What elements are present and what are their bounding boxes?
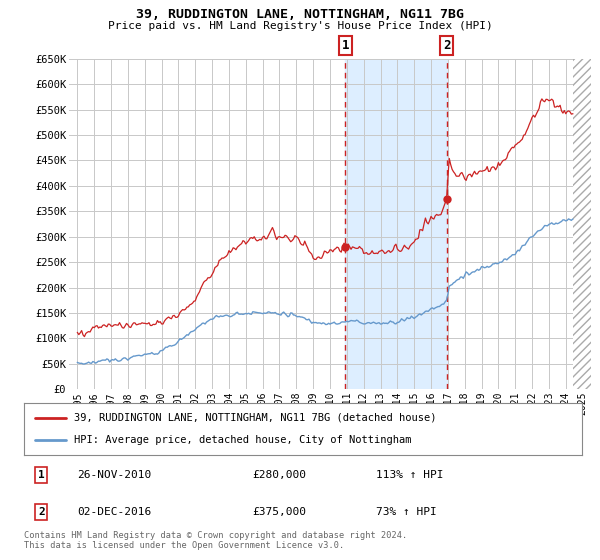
Text: £280,000: £280,000 bbox=[253, 470, 307, 480]
Text: 02-DEC-2016: 02-DEC-2016 bbox=[77, 507, 151, 517]
Text: 2: 2 bbox=[443, 39, 450, 52]
Text: 1: 1 bbox=[38, 470, 45, 480]
Bar bbox=[346, 59, 446, 389]
Text: 39, RUDDINGTON LANE, NOTTINGHAM, NG11 7BG: 39, RUDDINGTON LANE, NOTTINGHAM, NG11 7B… bbox=[136, 8, 464, 21]
Text: HPI: Average price, detached house, City of Nottingham: HPI: Average price, detached house, City… bbox=[74, 435, 412, 445]
Text: 26-NOV-2010: 26-NOV-2010 bbox=[77, 470, 151, 480]
Text: 2: 2 bbox=[38, 507, 45, 517]
Text: 1: 1 bbox=[342, 39, 349, 52]
Text: 39, RUDDINGTON LANE, NOTTINGHAM, NG11 7BG (detached house): 39, RUDDINGTON LANE, NOTTINGHAM, NG11 7B… bbox=[74, 413, 437, 423]
Text: £375,000: £375,000 bbox=[253, 507, 307, 517]
Bar bbox=[573, 59, 591, 389]
Text: Contains HM Land Registry data © Crown copyright and database right 2024.
This d: Contains HM Land Registry data © Crown c… bbox=[24, 531, 407, 550]
Text: Price paid vs. HM Land Registry's House Price Index (HPI): Price paid vs. HM Land Registry's House … bbox=[107, 21, 493, 31]
Text: 73% ↑ HPI: 73% ↑ HPI bbox=[376, 507, 436, 517]
Text: 113% ↑ HPI: 113% ↑ HPI bbox=[376, 470, 443, 480]
